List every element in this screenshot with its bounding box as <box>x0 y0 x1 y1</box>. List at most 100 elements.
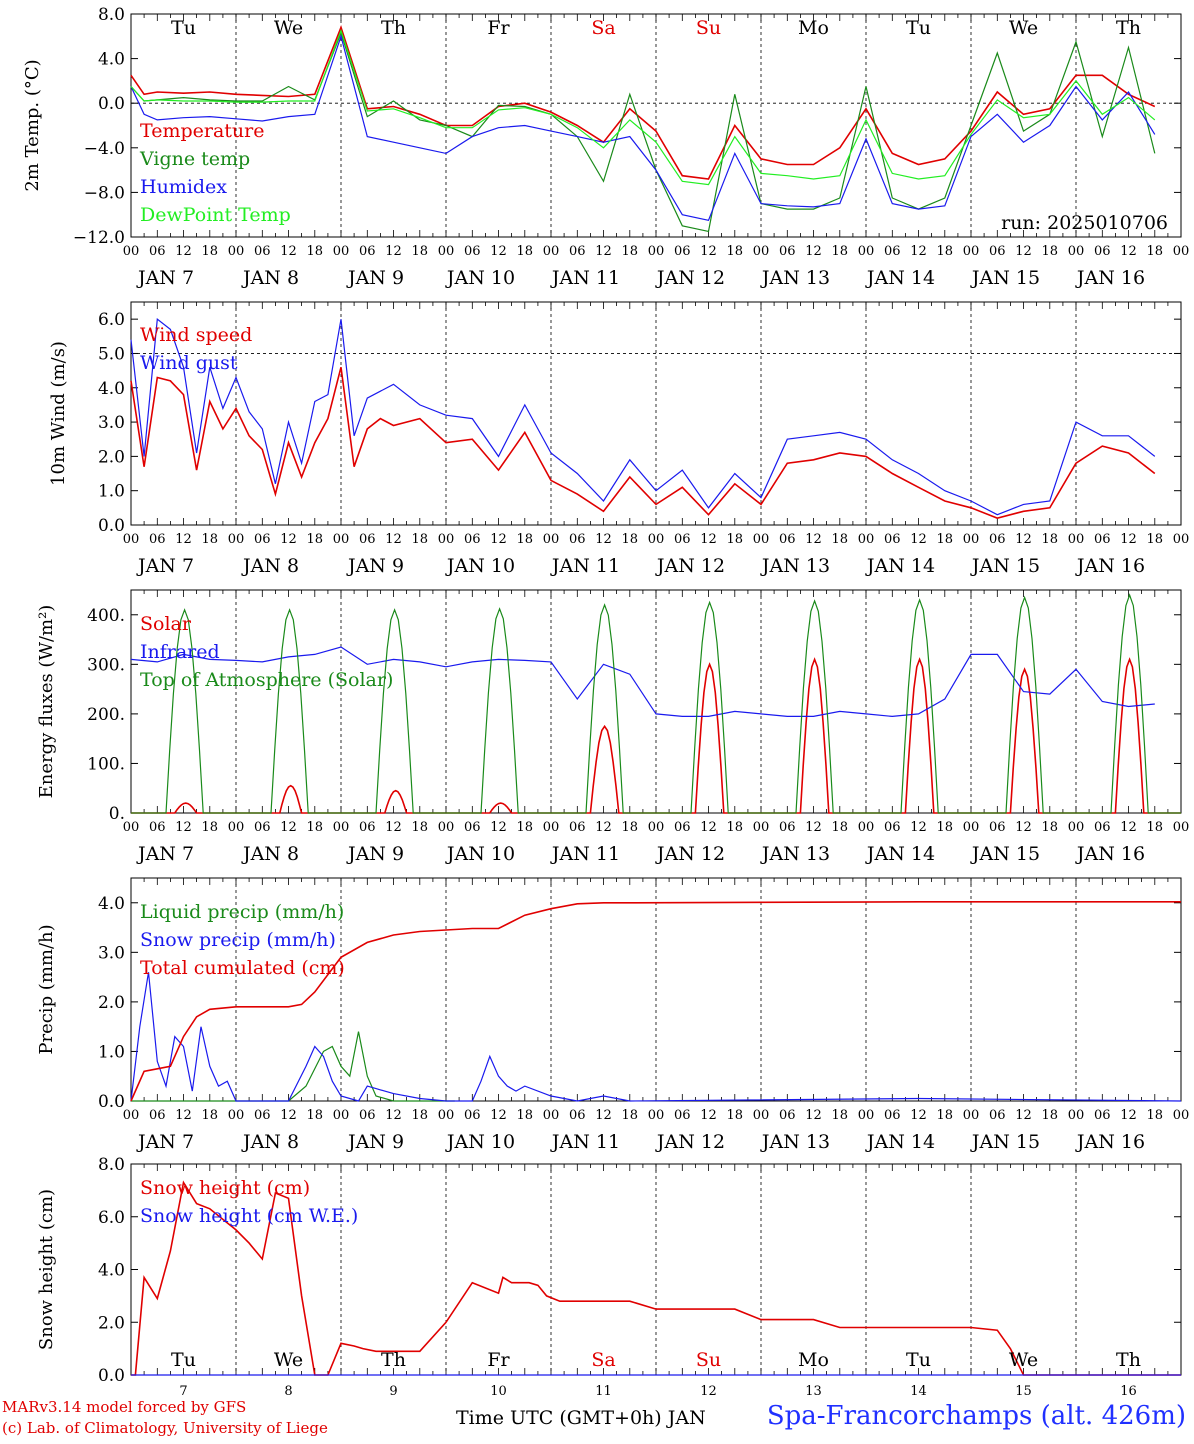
hour-tick-label: 06 <box>884 532 901 547</box>
hour-tick-label: 18 <box>1041 1108 1058 1123</box>
day-name-label: We <box>274 17 303 39</box>
hour-tick-label: 18 <box>411 1108 428 1123</box>
date-label: JAN 11 <box>550 1131 620 1153</box>
hour-tick-label: 00 <box>1173 532 1190 547</box>
y-axis-label: 2m Temp. (°C) <box>22 59 43 191</box>
hour-tick-label: 00 <box>333 244 350 259</box>
hour-tick-label: 00 <box>438 244 455 259</box>
legend-entry: Wind gust <box>140 352 238 374</box>
hour-tick-label: 00 <box>123 532 140 547</box>
hour-tick-label: 18 <box>1041 532 1058 547</box>
day-number-label: 14 <box>910 1384 927 1399</box>
date-label: JAN 12 <box>655 1131 725 1153</box>
y-tick-label: 4.0 <box>98 1261 125 1281</box>
hour-tick-label: 00 <box>543 532 560 547</box>
hour-tick-label: 18 <box>831 820 848 835</box>
series-line-top-of-atmosphere-solar- <box>131 593 1181 814</box>
legend-entry: Top of Atmosphere (Solar) <box>140 669 393 691</box>
date-label: JAN 11 <box>550 555 620 577</box>
hour-tick-label: 12 <box>175 1108 192 1123</box>
day-name-label: We <box>1009 1349 1038 1371</box>
panel-snow: 8.0 6.0 4.0 2.0 0.0 Snow height (cm) Snow heig… <box>36 1155 1182 1399</box>
day-number-label: 8 <box>284 1384 292 1399</box>
day-name-label: Th <box>381 17 406 39</box>
hour-tick-label: 06 <box>359 532 376 547</box>
day-name-label: Tu <box>171 1349 196 1371</box>
series-line-temperature <box>130 25 1156 180</box>
hour-tick-label: 18 <box>936 820 953 835</box>
hour-tick-label: 00 <box>123 820 140 835</box>
hour-tick-label: 00 <box>1068 1108 1085 1123</box>
hour-tick-label: 12 <box>490 532 507 547</box>
y-tick-label: 4.0 <box>98 894 125 914</box>
series-line-wind-gust <box>130 318 1156 516</box>
hour-tick-label: 12 <box>1015 820 1032 835</box>
panel-energy: 400. 300. 200. 100. 0. Energy fluxes (W/m²) So… <box>36 589 1190 865</box>
y-tick-label: 3.0 <box>98 943 125 963</box>
y-tick-label: 300. <box>87 655 125 675</box>
hour-tick-label: 00 <box>648 244 665 259</box>
date-label: JAN 16 <box>1075 267 1145 289</box>
hour-tick-label: 00 <box>1173 1108 1190 1123</box>
hour-tick-label: 12 <box>700 244 717 259</box>
hour-tick-label: 12 <box>700 1108 717 1123</box>
hour-tick-label: 18 <box>621 532 638 547</box>
hour-tick-label: 18 <box>726 820 743 835</box>
hour-tick-label: 12 <box>700 820 717 835</box>
hour-tick-label: 18 <box>201 820 218 835</box>
hour-tick-label: 18 <box>516 1108 533 1123</box>
y-tick-label: 0.0 <box>98 1092 125 1112</box>
series-line-liquid-precip-mm-h- <box>131 1031 455 1102</box>
hour-tick-label: 06 <box>779 532 796 547</box>
date-label: JAN 12 <box>655 843 725 865</box>
hour-tick-label: 06 <box>254 1108 271 1123</box>
day-number-label: 9 <box>389 1384 397 1399</box>
y-axis-label: Energy fluxes (W/m²) <box>36 605 57 799</box>
hour-tick-label: 12 <box>910 820 927 835</box>
day-name-label: Tu <box>171 17 196 39</box>
hour-tick-label: 00 <box>333 820 350 835</box>
hour-tick-label: 00 <box>228 1108 245 1123</box>
hour-tick-label: 00 <box>1173 820 1190 835</box>
hour-tick-label: 06 <box>779 1108 796 1123</box>
date-label: JAN 7 <box>136 843 194 865</box>
hour-tick-label: 06 <box>359 244 376 259</box>
hour-tick-label: 12 <box>175 532 192 547</box>
date-label: JAN 11 <box>550 267 620 289</box>
date-label: JAN 13 <box>760 555 830 577</box>
day-number-label: 16 <box>1120 1384 1137 1399</box>
date-label: JAN 10 <box>445 1131 515 1153</box>
hour-tick-label: 12 <box>805 1108 822 1123</box>
date-label: JAN 13 <box>760 1131 830 1153</box>
hour-tick-label: 12 <box>1120 820 1137 835</box>
hour-tick-label: 18 <box>831 532 848 547</box>
hour-tick-label: 06 <box>884 244 901 259</box>
y-tick-label: 400. <box>87 606 125 626</box>
hour-tick-label: 18 <box>1146 820 1163 835</box>
day-name-label: Fr <box>487 17 510 39</box>
y-tick-label: −12.0 <box>73 228 125 248</box>
legend-entry: Total cumulated (cm) <box>140 957 345 979</box>
day-name-label: Th <box>381 1349 406 1371</box>
hour-tick-label: 06 <box>464 1108 481 1123</box>
hour-tick-label: 12 <box>385 532 402 547</box>
hour-tick-label: 12 <box>805 820 822 835</box>
hour-tick-label: 06 <box>989 1108 1006 1123</box>
panel-frame <box>130 589 1182 814</box>
day-name-label: We <box>1009 17 1038 39</box>
hour-tick-label: 12 <box>1120 1108 1137 1123</box>
hour-tick-label: 12 <box>280 244 297 259</box>
hour-tick-label: 06 <box>464 820 481 835</box>
hour-tick-label: 00 <box>123 244 140 259</box>
hour-tick-label: 00 <box>753 532 770 547</box>
run-label: run: 2025010706 <box>1001 212 1168 234</box>
model-credit: MARv3.14 model forced by GFS <box>2 1398 247 1416</box>
legend-entry: Vigne temp <box>139 148 250 170</box>
legend-entry: DewPoint Temp <box>140 204 291 226</box>
day-number-label: 15 <box>1015 1384 1032 1399</box>
y-tick-label: −8.0 <box>84 183 125 203</box>
y-tick-label: 6.0 <box>98 1208 125 1228</box>
hour-tick-label: 18 <box>201 1108 218 1123</box>
hour-tick-label: 18 <box>1146 532 1163 547</box>
